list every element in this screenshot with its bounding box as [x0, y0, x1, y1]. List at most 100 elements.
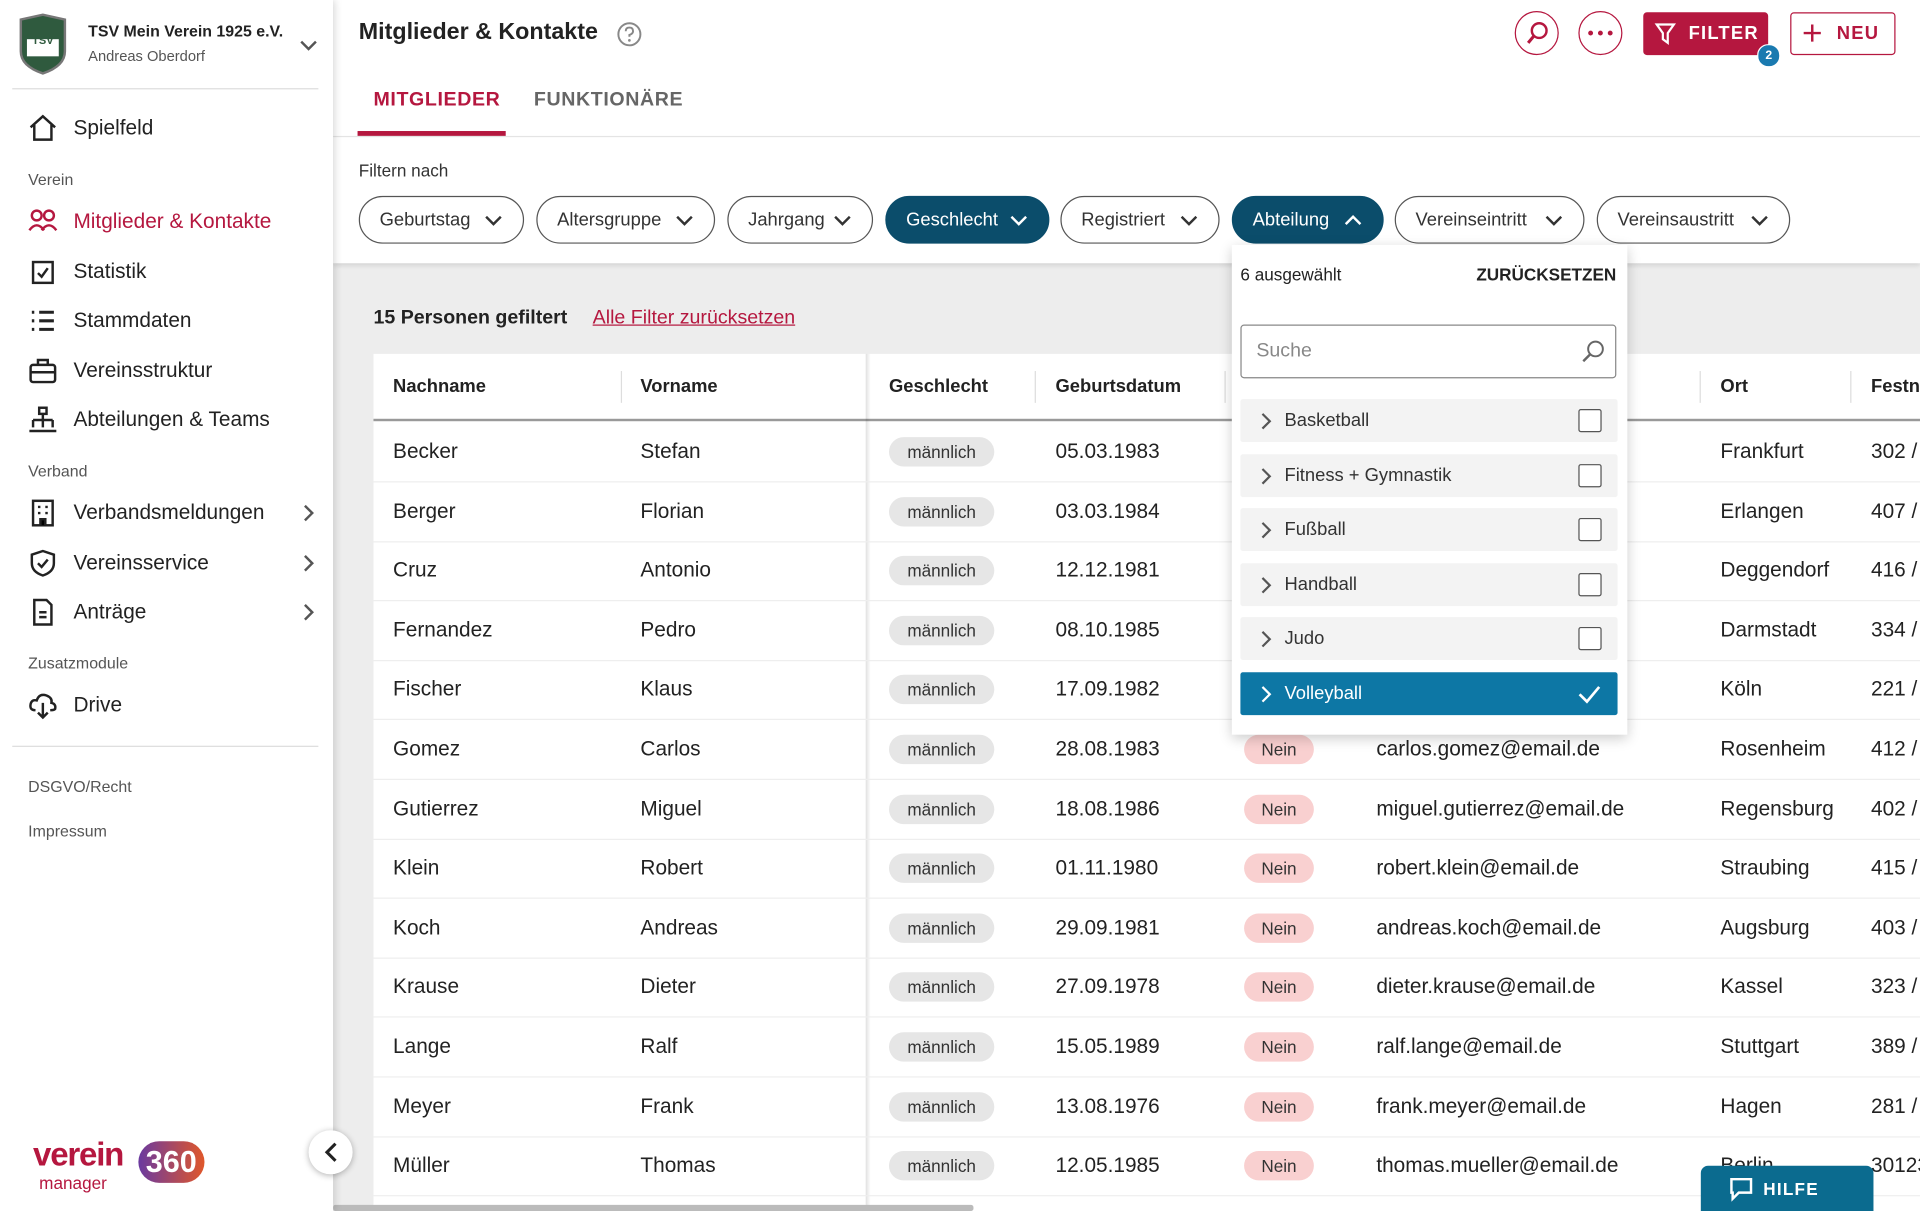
table-cell: 12.12.1981: [1055, 558, 1160, 582]
nav-item[interactable]: Drive: [12, 684, 321, 726]
nav-label: Anträge: [73, 600, 147, 624]
nav-item[interactable]: Stammdaten: [12, 300, 321, 342]
dropdown-option[interactable]: Basketball: [1240, 399, 1618, 443]
gender-tag: männlich: [888, 615, 995, 646]
nav-item[interactable]: Abteilungen & Teams: [12, 399, 321, 441]
header-rule: [373, 418, 1920, 422]
collapse-button[interactable]: [308, 1130, 353, 1175]
gender-tag: männlich: [888, 913, 995, 943]
column-separator: [1699, 371, 1701, 403]
filter-pill[interactable]: Abteilung: [1231, 195, 1384, 244]
table-cell: Köln: [1720, 677, 1763, 701]
brand-sub: manager: [39, 1173, 107, 1193]
filter-pill[interactable]: Jahrgang: [727, 195, 874, 244]
club-name: TSV Mein Verein 1925 e.V.: [88, 22, 284, 41]
table-cell: Krause: [393, 975, 460, 999]
option-checkbox[interactable]: [1578, 518, 1602, 542]
dropdown-option[interactable]: Judo: [1240, 617, 1618, 661]
reset-all-link[interactable]: Alle Filter zurücksetzen: [592, 307, 796, 329]
option-checkbox[interactable]: [1578, 408, 1602, 433]
table-cell: Becker: [393, 439, 458, 463]
nav-item[interactable]: Statistik: [12, 250, 321, 292]
tab[interactable]: FUNKTIONÄRE: [533, 89, 684, 111]
row-divider: [373, 838, 1920, 840]
nav-item[interactable]: Vereinsstruktur: [12, 350, 321, 392]
filter-pill-label: Geburtstag: [379, 209, 471, 231]
filter-pill-chevron: [1010, 215, 1027, 226]
table-cell: Gutierrez: [393, 796, 479, 820]
search-input[interactable]: Suche: [1240, 324, 1617, 379]
option-checkbox[interactable]: [1578, 627, 1602, 651]
filter-pill[interactable]: Registriert: [1060, 195, 1220, 244]
nav-label: Stammdaten: [73, 308, 192, 332]
column-header[interactable]: Geschlecht: [888, 375, 989, 397]
filter-pill[interactable]: Vereinsaustritt: [1596, 195, 1791, 244]
option-chevron: [1261, 413, 1272, 430]
nav-item[interactable]: Vereinsservice: [12, 542, 321, 584]
help-button[interactable]: HILFE: [1700, 1165, 1874, 1211]
column-header[interactable]: Vorname: [640, 375, 718, 397]
filter-pill-label: Abteilung: [1252, 209, 1330, 231]
nav-item[interactable]: Mitglieder & Kontakte: [12, 201, 321, 243]
footer-link[interactable]: DSGVO/Recht: [28, 777, 132, 796]
nav-item[interactable]: Verbandsmeldungen: [12, 492, 321, 534]
search-input-icon: [1582, 340, 1604, 363]
filter-pill[interactable]: Vereinseintritt: [1394, 195, 1585, 244]
column-header[interactable]: Ort: [1720, 375, 1748, 397]
row-divider: [373, 600, 1920, 602]
filter-pill[interactable]: Altersgruppe: [536, 195, 716, 244]
table-cell: Kassel: [1720, 975, 1783, 999]
option-label: Judo: [1284, 628, 1325, 650]
new-button[interactable]: NEU: [1790, 12, 1896, 56]
nav-icon: [28, 209, 58, 231]
table-cell: Antonio: [640, 558, 712, 582]
selected-count: 6 ausgewählt: [1240, 264, 1342, 285]
filter-pill[interactable]: Geburtstag: [358, 195, 525, 244]
table-cell: Klaus: [640, 677, 693, 701]
table-cell: 30123: [1871, 1153, 1920, 1177]
nav-icon: [30, 549, 56, 577]
dropdown-option[interactable]: Handball: [1240, 563, 1618, 606]
filter-pill-chevron: [1344, 215, 1362, 225]
filter-pill-label: Registriert: [1081, 209, 1165, 231]
table-cell: Klein: [393, 856, 440, 880]
table-cell: carlos.gomez@email.de: [1376, 737, 1600, 761]
help-icon: [617, 22, 642, 47]
gender-tag: männlich: [888, 794, 995, 824]
column-header[interactable]: Nachname: [393, 375, 486, 397]
filter-count-badge: 2: [1757, 44, 1781, 68]
more-button[interactable]: [1578, 11, 1623, 56]
row-divider: [373, 1135, 1920, 1138]
table-cell: Augsburg: [1720, 915, 1810, 939]
tab[interactable]: MITGLIEDER: [373, 89, 501, 111]
table-cell: Pedro: [640, 618, 696, 642]
filter-pill-chevron: [834, 215, 851, 226]
registered-tag: Nein: [1244, 1151, 1314, 1181]
gender-tag: männlich: [888, 675, 995, 705]
option-checkbox[interactable]: [1578, 572, 1602, 597]
divider: [12, 745, 319, 747]
nav-item[interactable]: Spielfeld: [12, 108, 321, 150]
gender-tag: männlich: [888, 496, 995, 527]
row-divider: [373, 1076, 1920, 1078]
filter-pill[interactable]: Geschlecht: [885, 195, 1050, 244]
registered-tag: Nein: [1244, 1032, 1314, 1062]
row-divider: [373, 659, 1920, 661]
footer-link[interactable]: Impressum: [28, 821, 107, 841]
option-checkbox[interactable]: [1578, 463, 1602, 487]
table-cell: 05.03.1983: [1055, 439, 1160, 463]
dropdown-option[interactable]: Fußball: [1240, 508, 1618, 552]
dropdown-option[interactable]: Volleyball: [1240, 672, 1618, 716]
nav-item[interactable]: Anträge: [12, 591, 321, 633]
option-chevron: [1261, 631, 1272, 648]
brand-word: verein: [33, 1136, 124, 1174]
dropdown-option[interactable]: Fitness + Gymnastik: [1240, 453, 1618, 497]
column-header[interactable]: Festn: [1871, 375, 1920, 397]
dropdown-reset[interactable]: ZURÜCKSETZEN: [1476, 264, 1617, 285]
filter-button[interactable]: FILTER: [1643, 12, 1769, 56]
help-bubble-icon: [1730, 1177, 1753, 1202]
column-header[interactable]: Geburtsdatum: [1055, 375, 1182, 397]
table-cell: Thomas: [640, 1153, 716, 1177]
search-button[interactable]: [1514, 11, 1559, 56]
nav-chevron: [304, 604, 314, 621]
